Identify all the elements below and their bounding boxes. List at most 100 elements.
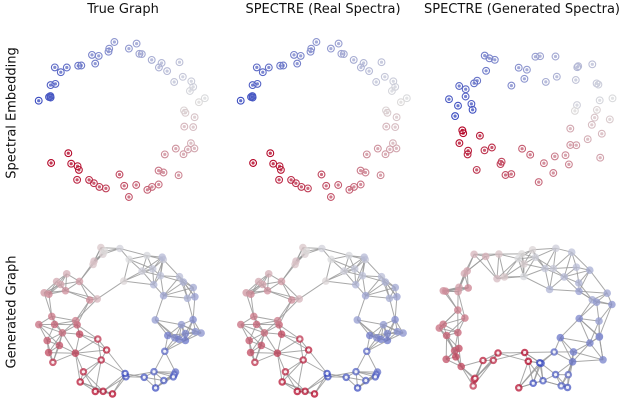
graph-edge (496, 258, 519, 280)
graph-edge (282, 381, 306, 392)
graph-edge (572, 342, 591, 363)
graph-node (360, 253, 368, 261)
embedding-node (480, 146, 489, 155)
graph-node (177, 320, 186, 329)
graph-node (143, 251, 151, 260)
embedding-node (88, 50, 96, 59)
graph-node (197, 329, 205, 337)
graph-node (327, 255, 335, 264)
graph-edge (129, 258, 153, 270)
graph-edge (524, 351, 555, 353)
graph-node (563, 383, 572, 392)
graph-node (164, 331, 172, 340)
graph-node (493, 274, 501, 283)
graph-edge (504, 258, 519, 278)
graph-node (151, 384, 160, 392)
graph-node (257, 341, 266, 350)
embedding-node (475, 131, 484, 140)
embedding-node (287, 175, 296, 184)
graph-node (50, 320, 59, 329)
graph-node (140, 373, 148, 382)
graph-node (79, 368, 88, 376)
graph-edge (102, 373, 126, 392)
graph-edge (164, 351, 176, 373)
graph-node (551, 370, 560, 379)
embedding-node (47, 159, 56, 167)
graph-edge (355, 259, 366, 285)
graph-node (439, 287, 448, 295)
graph-node (189, 283, 198, 292)
graph-edge (578, 290, 608, 294)
embedding-node (590, 113, 599, 122)
embedding-node (157, 59, 166, 67)
graph-node (595, 317, 603, 325)
graph-edge (163, 295, 188, 299)
graph-edge (553, 266, 577, 269)
embedding-node (307, 44, 316, 53)
embedding-node (266, 149, 275, 158)
graph-edge (75, 352, 102, 361)
graph-node (363, 347, 371, 356)
embedding-node (345, 185, 354, 194)
embedding-node (468, 105, 477, 114)
embedding-node (56, 68, 65, 77)
embedding-node (596, 153, 605, 162)
graph-node (353, 384, 362, 392)
embedding-node (339, 50, 348, 59)
graph-node (457, 362, 465, 371)
graph-node (550, 348, 558, 356)
graph-node (460, 269, 469, 278)
graph-edge (250, 332, 265, 353)
graph-node (575, 279, 583, 287)
graph-node (277, 277, 286, 286)
embedding-node (385, 145, 394, 154)
graph-node (568, 358, 577, 366)
embedding-node (85, 175, 94, 184)
graph-edge (497, 352, 525, 354)
embedding-node (372, 78, 381, 86)
graph-node (161, 347, 169, 356)
graph-edge (473, 253, 498, 280)
embedding-node (334, 39, 343, 48)
embedding-node (396, 98, 405, 107)
embedding-node (77, 61, 86, 70)
graph-edge (549, 288, 580, 292)
graph-edge (578, 299, 593, 319)
embedding-node (454, 101, 462, 110)
graph-node (342, 373, 350, 382)
graph-node (76, 378, 84, 386)
graph-node (121, 369, 129, 378)
embedding-node (181, 108, 190, 117)
embedding-node (34, 96, 43, 105)
embedding-node (291, 179, 300, 188)
embedding-node (464, 146, 473, 155)
graph-node (169, 373, 178, 381)
graph-node (52, 277, 61, 286)
graph-node (191, 327, 200, 336)
graph-edge (79, 281, 98, 300)
embedding-node (359, 59, 368, 67)
graph-node (586, 266, 594, 274)
graph-node (379, 320, 388, 329)
graph-edge (474, 359, 494, 379)
embedding-node (50, 63, 59, 72)
graph-node (296, 335, 304, 343)
graph-edge (559, 318, 580, 339)
graph-edge (250, 352, 278, 354)
graph-node (299, 356, 307, 364)
graph-edge (563, 252, 573, 278)
graph-edge (74, 353, 81, 382)
graph-node (572, 263, 581, 271)
embedding-node (381, 150, 390, 159)
embedding-node (296, 51, 305, 60)
graph-node (557, 382, 565, 390)
graph-node (318, 244, 326, 253)
graph-edge (277, 352, 304, 361)
embedding-node (110, 38, 119, 46)
embedding-node (507, 81, 516, 90)
graph-node (138, 267, 146, 275)
graph-node (549, 264, 558, 273)
embedding-node (190, 113, 199, 122)
graph-edge (75, 349, 107, 354)
embedding-node (132, 181, 141, 189)
